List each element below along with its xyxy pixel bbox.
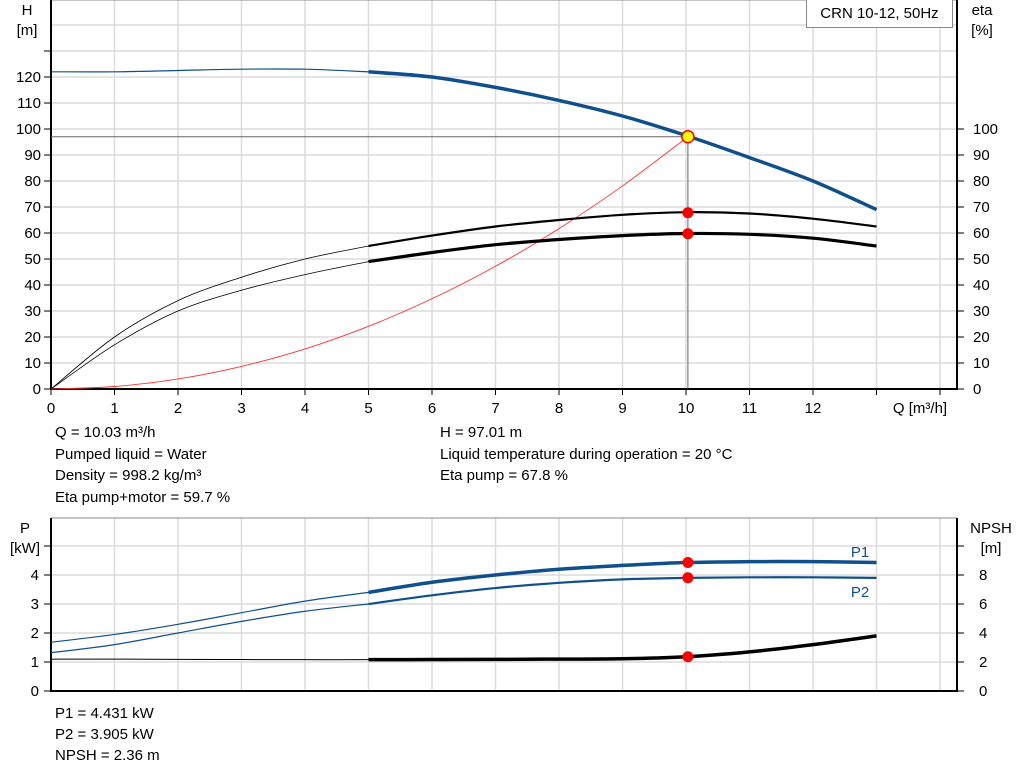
p2-curve	[368, 576, 877, 606]
x-tick-label: 3	[237, 400, 245, 417]
x-tick-label: 5	[364, 400, 372, 417]
y-tick-label-right: 30	[973, 303, 990, 320]
x-tick-label: 7	[491, 400, 499, 417]
y-tick-label-right: 60	[973, 225, 990, 242]
y-tick-label-left: 90	[24, 147, 41, 164]
y-axis-label-left: H	[22, 2, 33, 19]
duty-point-marker	[681, 130, 695, 144]
npsh-curve-thin	[50, 658, 369, 661]
x-tick-label: 9	[618, 400, 626, 417]
y-tick-label-left: 100	[16, 121, 41, 138]
y-tick-label-left: 70	[24, 199, 41, 216]
head-curve-thin	[50, 68, 369, 73]
y-tick-label-right: 70	[973, 199, 990, 216]
y-tick-label-right: 100	[973, 121, 998, 138]
npsh-tick-label: 6	[979, 596, 987, 613]
eta-pump-motor-curve	[368, 231, 877, 264]
x-tick-label: 10	[678, 400, 695, 417]
x-tick-label: 2	[174, 400, 182, 417]
npsh-tick-label: 0	[979, 683, 987, 700]
npsh-tick-label: 4	[979, 625, 987, 642]
y-tick-label-left: 20	[24, 329, 41, 346]
y-tick-label-left: 120	[16, 69, 41, 86]
y-tick-label-left: 110	[17, 95, 41, 112]
info-q: Q = 10.03 m³/h	[55, 424, 156, 441]
info-eta-pump-motor: Eta pump+motor = 59.7 %	[55, 489, 231, 506]
eta-pump-motor-operating-point	[682, 228, 694, 240]
p-axis-label: P	[20, 520, 30, 537]
eta-pump-operating-point	[682, 207, 694, 219]
system-curve	[50, 136, 689, 390]
y-tick-label-right: 40	[973, 277, 990, 294]
y-tick-label-left: 50	[24, 251, 41, 268]
npsh-axis-label: NPSH	[970, 520, 1012, 537]
y-tick-label-left: 10	[24, 355, 41, 372]
y-tick-label-right: 20	[973, 329, 990, 346]
info-temperature: Liquid temperature during operation = 20…	[440, 446, 733, 463]
p-tick-label: 3	[31, 596, 39, 613]
y-tick-label-right: 50	[973, 251, 990, 268]
y-tick-label-left: 0	[33, 381, 41, 398]
y-tick-label-right: 90	[973, 147, 990, 164]
y-tick-label-right: 10	[973, 355, 990, 372]
info-npsh: NPSH = 2.36 m	[55, 747, 160, 764]
p1-series-label: P1	[851, 544, 869, 561]
info-liquid: Pumped liquid = Water	[55, 446, 207, 463]
p1-curve	[368, 559, 877, 595]
info-density: Density = 998.2 kg/m³	[55, 467, 202, 484]
y-tick-label-left: 80	[24, 173, 41, 190]
eta-pump-motor-curve-thin	[50, 261, 369, 390]
p-tick-label: 1	[31, 654, 39, 671]
eta-pump-curve-thin	[50, 245, 369, 390]
y-tick-label-left: 60	[24, 225, 41, 242]
x-tick-label: 0	[47, 400, 55, 417]
y-tick-label-left: 30	[24, 303, 41, 320]
npsh-curve	[368, 634, 877, 662]
x-tick-label: 4	[301, 400, 309, 417]
x-tick-label: 1	[110, 400, 118, 417]
y-axis-unit-left: [m]	[17, 22, 38, 39]
head-curve	[368, 70, 878, 212]
x-tick-label: 12	[805, 400, 822, 417]
p1-curve-thin	[50, 591, 369, 643]
x-tick-label: 6	[428, 400, 436, 417]
p-tick-label: 2	[31, 625, 39, 642]
npsh-tick-label: 8	[979, 567, 987, 584]
x-axis-label: Q [m³/h]	[893, 400, 947, 417]
pump-model-label: CRN 10-12, 50Hz	[806, 0, 953, 28]
npsh-tick-label: 2	[979, 654, 987, 671]
p-tick-label: 0	[31, 683, 39, 700]
y-tick-label-left: 40	[24, 277, 41, 294]
p2-curve-thin	[50, 603, 369, 654]
npsh-axis-unit: [m]	[981, 540, 1002, 557]
y-axis-label-right: eta	[972, 2, 994, 19]
p-axis-unit: [kW]	[10, 540, 40, 557]
p1-operating-point	[682, 557, 694, 569]
info-h: H = 97.01 m	[440, 424, 523, 441]
info-eta-pump: Eta pump = 67.8 %	[440, 467, 568, 484]
x-tick-label: 11	[742, 400, 758, 417]
x-tick-label: 8	[555, 400, 563, 417]
y-tick-label-right: 0	[973, 381, 981, 398]
y-axis-unit-right: [%]	[971, 22, 993, 39]
eta-pump-curve	[368, 211, 877, 248]
p2-series-label: P2	[851, 584, 869, 601]
y-tick-label-right: 80	[973, 173, 990, 190]
info-p1: P1 = 4.431 kW	[55, 705, 154, 722]
p-tick-label: 4	[31, 567, 39, 584]
p2-operating-point	[682, 572, 694, 584]
npsh-operating-point	[682, 651, 694, 663]
info-p2: P2 = 3.905 kW	[55, 726, 154, 743]
